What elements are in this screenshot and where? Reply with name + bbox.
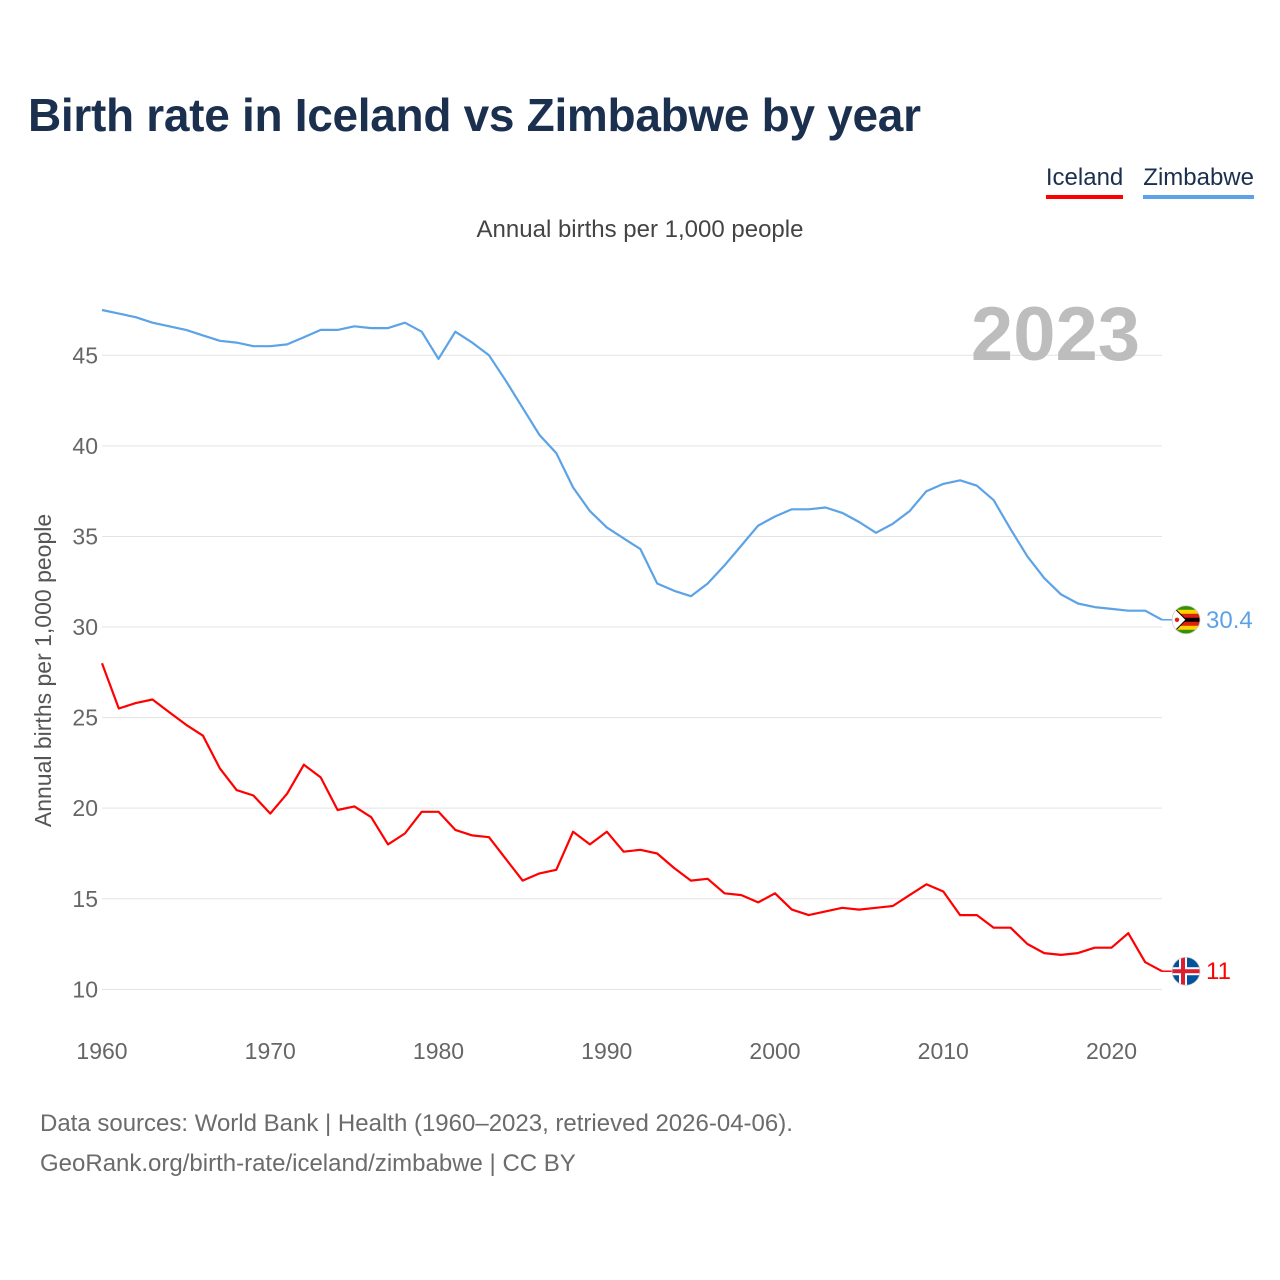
chart-title: Birth rate in Iceland vs Zimbabwe by yea… bbox=[28, 89, 921, 141]
series-lines bbox=[100, 308, 1163, 973]
flag-stripe bbox=[1172, 613, 1200, 619]
legend-item-iceland[interactable]: Iceland bbox=[1045, 164, 1124, 199]
source-line-1: Data sources: World Bank | Health (1960–… bbox=[40, 1110, 793, 1137]
y-tick-label: 20 bbox=[72, 795, 98, 821]
end-markers: 11 30.4 bbox=[1162, 605, 1253, 986]
y-tick-label: 35 bbox=[72, 523, 98, 549]
y-tick-label: 45 bbox=[72, 342, 98, 368]
flag-star bbox=[1174, 617, 1180, 622]
y-tick-label: 40 bbox=[72, 433, 98, 459]
flag-stripe bbox=[1172, 609, 1200, 615]
source-note: Data sources: World Bank | Health (1960–… bbox=[40, 1104, 793, 1184]
legend-item-zimbabwe[interactable]: Zimbabwe bbox=[1143, 164, 1254, 199]
x-tick-label: 1980 bbox=[413, 1038, 464, 1064]
flag-stripe bbox=[1172, 621, 1200, 627]
x-tick-label: 2000 bbox=[749, 1038, 800, 1064]
zimbabwe-flag-icon bbox=[1172, 605, 1200, 634]
series-line-zimbabwe[interactable] bbox=[101, 308, 1163, 621]
end-value-label-iceland: 11 bbox=[1206, 958, 1231, 985]
iceland-flag-icon bbox=[1172, 957, 1200, 986]
flag-ring-iceland bbox=[1171, 956, 1201, 986]
y-tick-label: 15 bbox=[72, 886, 98, 912]
x-tick-label: 1970 bbox=[245, 1038, 296, 1064]
chart-subtitle: Annual births per 1,000 people bbox=[476, 216, 804, 243]
flag-stripe bbox=[1172, 605, 1200, 611]
axes: 10 15 20 25 30 35 40 45 1960 1970 1980 1990 2000 2010… bbox=[30, 342, 1137, 1064]
y-tick-label: 10 bbox=[72, 976, 98, 1002]
source-line-2[interactable]: GeoRank.org/birth-rate/iceland/zimbabwe … bbox=[40, 1150, 576, 1177]
y-tick-label: 30 bbox=[72, 614, 98, 640]
x-tick-label: 1960 bbox=[76, 1038, 127, 1064]
year-label: 2023 bbox=[971, 292, 1140, 377]
series-line-iceland[interactable] bbox=[100, 662, 1163, 973]
legend: Iceland Zimbabwe bbox=[1045, 164, 1254, 199]
x-tick-label: 2020 bbox=[1086, 1038, 1137, 1064]
end-value-label-zimbabwe: 30.4 bbox=[1206, 607, 1253, 634]
x-tick-label: 2010 bbox=[918, 1038, 969, 1064]
y-axis-label: Annual births per 1,000 people bbox=[30, 514, 56, 827]
flag-stripe bbox=[1172, 629, 1200, 634]
gridlines bbox=[102, 354, 1162, 990]
flag-cross-red-h bbox=[1172, 969, 1200, 974]
y-tick-label: 25 bbox=[72, 705, 98, 731]
x-tick-label: 1990 bbox=[581, 1038, 632, 1064]
flag-ring-zimbabwe bbox=[1171, 605, 1201, 635]
flag-stripe bbox=[1172, 625, 1200, 631]
